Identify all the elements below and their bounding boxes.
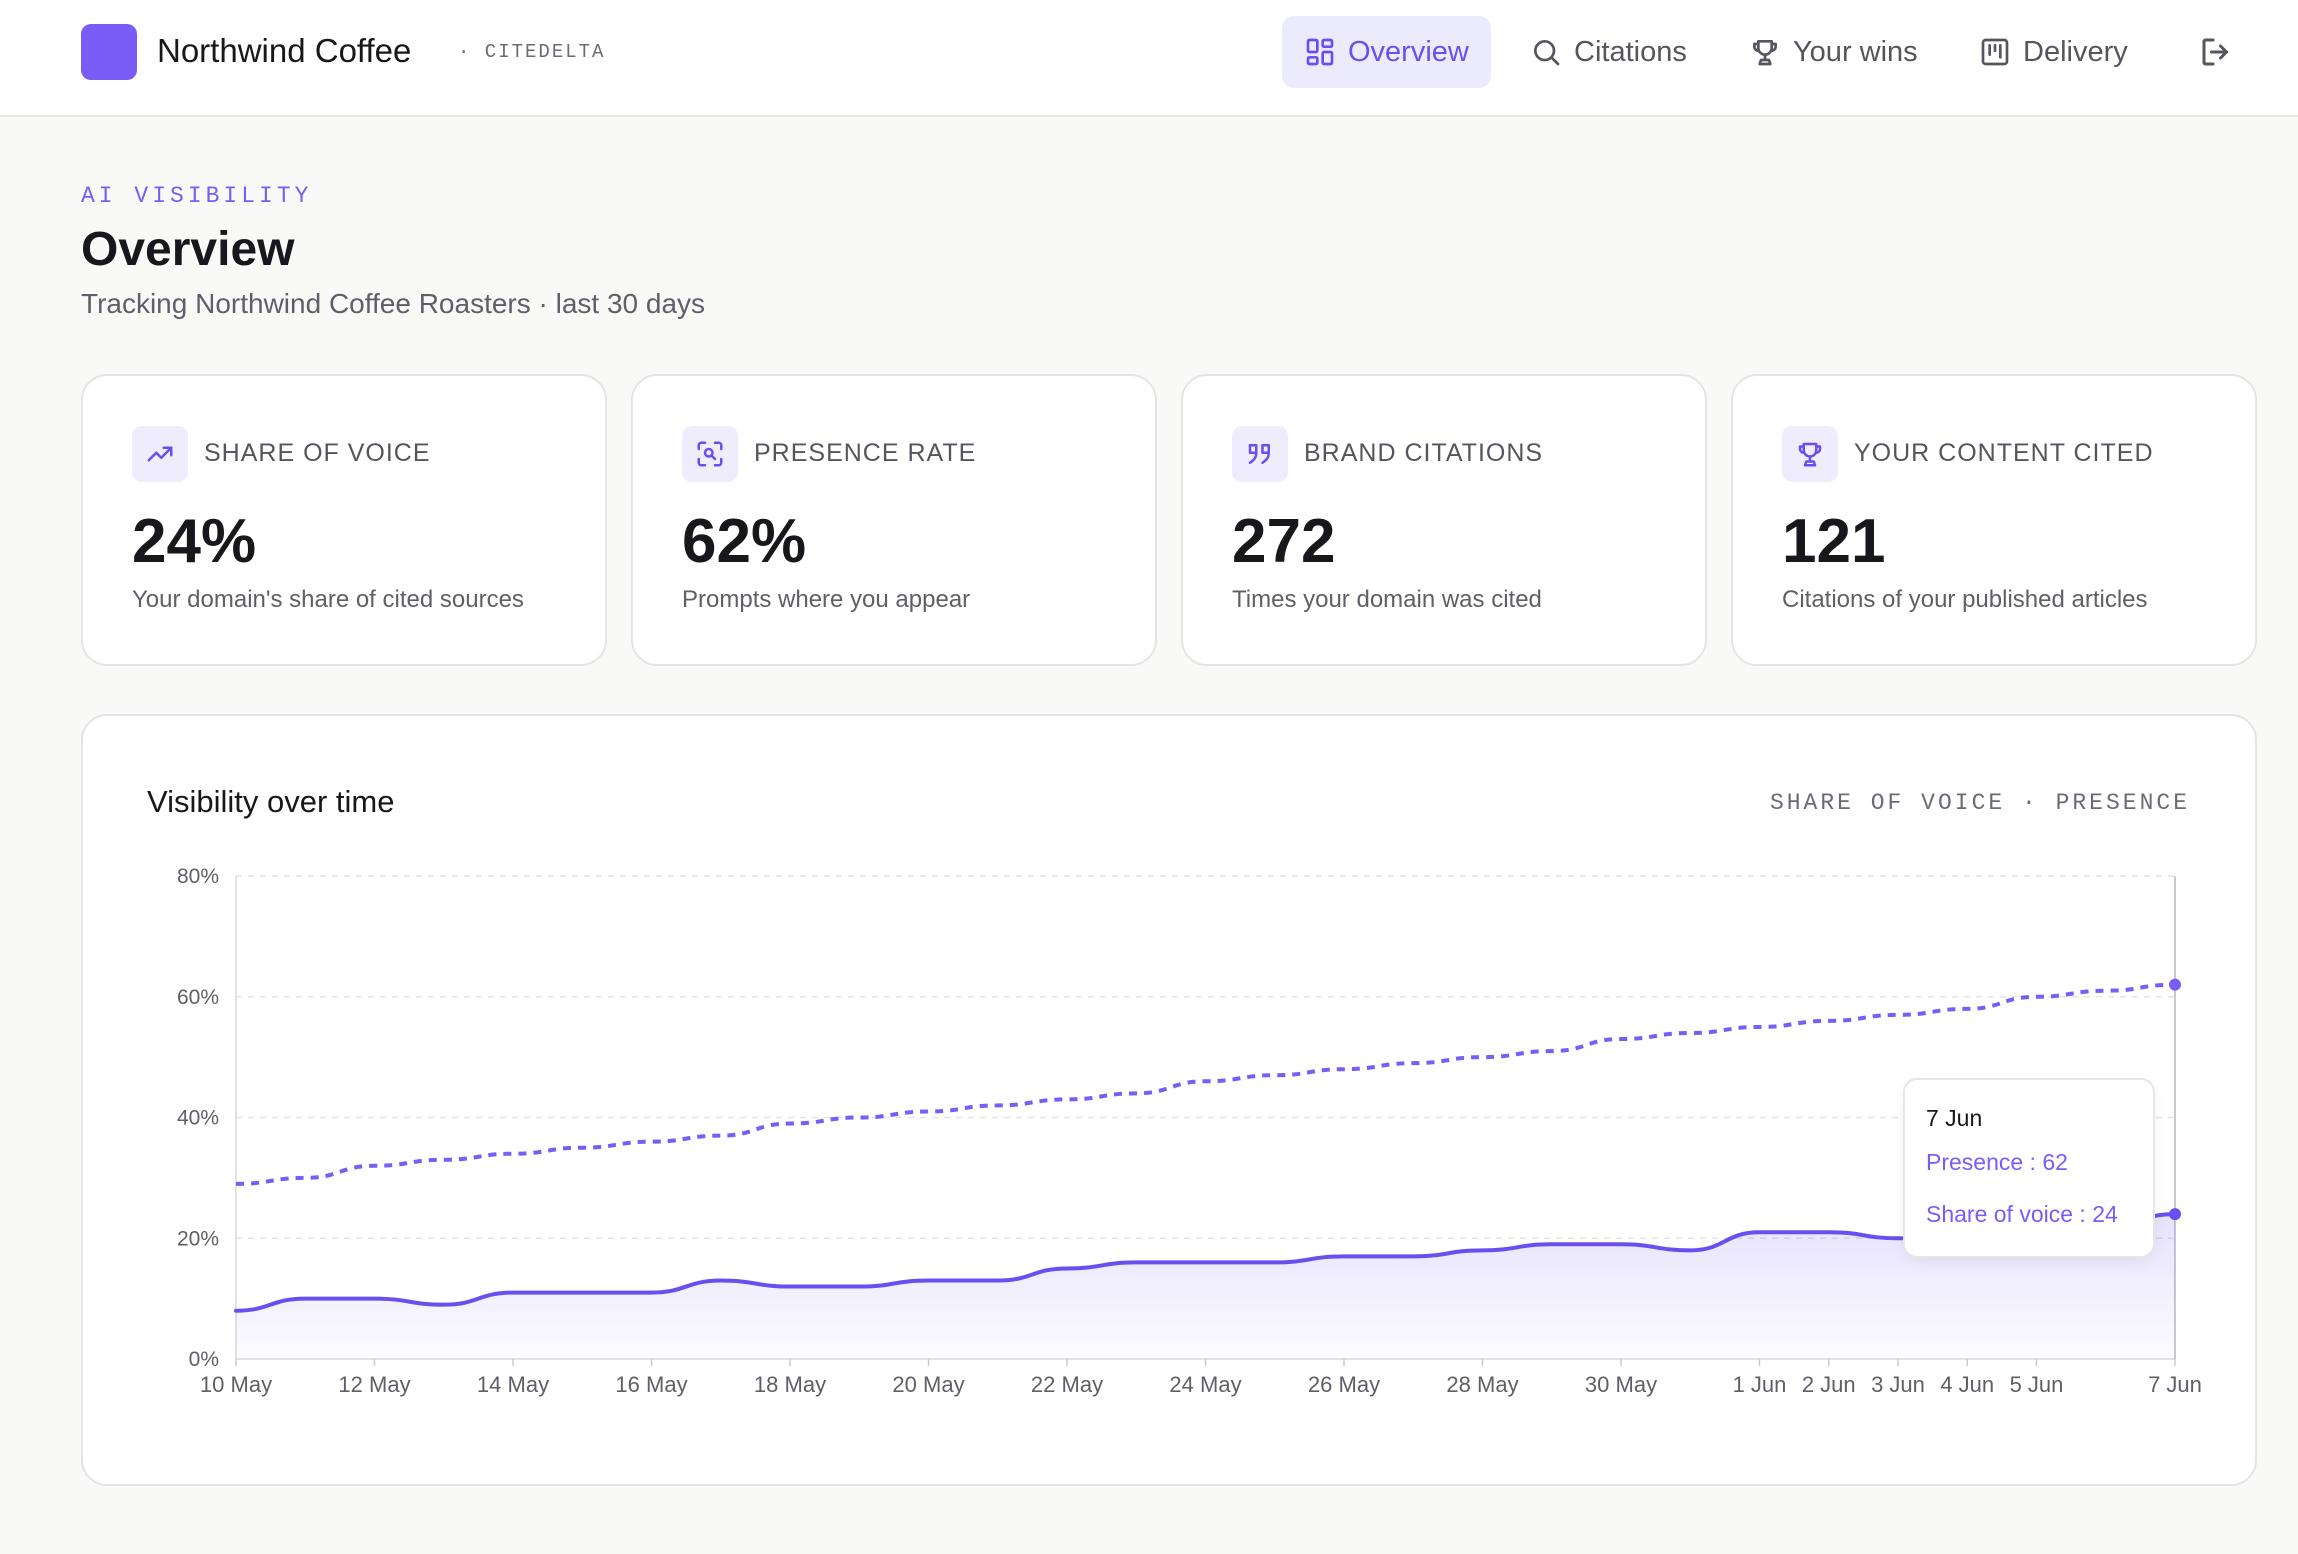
nav-citations[interactable]: Citations [1508, 16, 1709, 88]
x-tick-label: 2 Jun [1802, 1372, 1856, 1397]
nav-citations-label: Citations [1574, 35, 1687, 68]
kanban-icon [1981, 38, 2009, 66]
quote-icon [1232, 426, 1288, 482]
presence-line [235, 982, 2176, 1186]
chart-title: Visibility over time [147, 784, 395, 819]
x-tick-label: 30 May [1585, 1372, 1657, 1397]
nav-overview[interactable]: Overview [1282, 16, 1491, 88]
x-tick-label: 4 Jun [1940, 1372, 1994, 1397]
brand-logo [81, 24, 137, 80]
x-tick-label: 12 May [338, 1372, 410, 1397]
trophy-icon [1782, 426, 1838, 482]
y-tick-label: 20% [177, 1227, 219, 1250]
share-of-voice-line [234, 1212, 2177, 1313]
nav-overview-label: Overview [1348, 35, 1469, 68]
kpi-label: YOUR CONTENT CITED [1854, 439, 2154, 467]
x-tick-label: 18 May [754, 1372, 826, 1397]
x-tick-label: 7 Jun [2148, 1372, 2202, 1397]
org-name: · CITEDELTA [458, 41, 606, 63]
trending-up-icon [132, 426, 188, 482]
y-tick-label: 40% [177, 1107, 219, 1130]
x-tick-label: 28 May [1446, 1372, 1518, 1397]
logout-icon[interactable] [2198, 34, 2234, 70]
scan-search-icon [682, 426, 738, 482]
kpi-value: 121 [1782, 507, 1886, 576]
section-eyebrow: AI VISIBILITY [81, 183, 313, 209]
tooltip-date: 7 Jun [1926, 1105, 1983, 1131]
top-bar: Northwind Coffee · CITEDELTA Overview Ci… [0, 0, 2298, 117]
tooltip-presence: Presence : 62 [1926, 1149, 2068, 1175]
x-tick-label: 5 Jun [2010, 1372, 2064, 1397]
kpi-card-presence-rate: PRESENCE RATE 62% Prompts where you appe… [631, 374, 1157, 666]
trophy-icon [1753, 40, 1777, 66]
kpi-description: Your domain's share of cited sources [132, 586, 524, 613]
x-tick-label: 3 Jun [1871, 1372, 1925, 1397]
kpi-label: PRESENCE RATE [754, 439, 977, 467]
x-tick-label: 1 Jun [1733, 1372, 1787, 1397]
page-title: Overview [81, 223, 295, 276]
brand-name: Northwind Coffee [157, 32, 412, 69]
chart-legend: SHARE OF VOICE · PRESENCE [1769, 790, 2190, 816]
y-tick-label: 80% [177, 865, 219, 888]
nav-delivery[interactable]: Delivery [1957, 16, 2150, 88]
y-tick-label: 60% [177, 986, 219, 1009]
dashboard-icon [1306, 38, 1334, 66]
kpi-card-content-cited: YOUR CONTENT CITED 121 Citations of your… [1731, 374, 2257, 666]
x-tick-label: 20 May [892, 1372, 964, 1397]
nav-your-wins-label: Your wins [1793, 35, 1918, 68]
tooltip-share-of-voice: Share of voice : 24 [1926, 1201, 2118, 1227]
nav-delivery-label: Delivery [2023, 35, 2128, 68]
kpi-description: Times your domain was cited [1232, 586, 1542, 613]
x-tick-label: 26 May [1308, 1372, 1380, 1397]
kpi-description: Citations of your published articles [1782, 586, 2148, 613]
kpi-label: SHARE OF VOICE [204, 439, 431, 467]
kpi-value: 24% [132, 507, 257, 576]
kpi-card-share-of-voice: SHARE OF VOICE 24% Your domain's share o… [81, 374, 607, 666]
x-tick-label: 24 May [1169, 1372, 1241, 1397]
kpi-card-brand-citations: BRAND CITATIONS 272 Times your domain wa… [1181, 374, 1707, 666]
x-tick-label: 14 May [477, 1372, 549, 1397]
kpi-value: 272 [1232, 507, 1336, 576]
x-tick-label: 16 May [615, 1372, 687, 1397]
kpi-label: BRAND CITATIONS [1304, 439, 1544, 467]
y-tick-label: 0% [189, 1348, 219, 1371]
kpi-value: 62% [682, 507, 807, 576]
nav-your-wins[interactable]: Your wins [1727, 16, 1940, 88]
x-tick-label: 10 May [200, 1372, 272, 1397]
kpi-description: Prompts where you appear [682, 586, 971, 613]
share-of-voice-point [2169, 1208, 2181, 1221]
chart-tooltip: 7 Jun Presence : 62 Share of voice : 24 [1903, 1078, 2155, 1258]
x-tick-label: 22 May [1031, 1372, 1103, 1397]
page-subtitle: Tracking Northwind Coffee Roasters · las… [81, 288, 706, 319]
presence-point [2169, 978, 2181, 991]
search-icon [1534, 40, 1560, 66]
